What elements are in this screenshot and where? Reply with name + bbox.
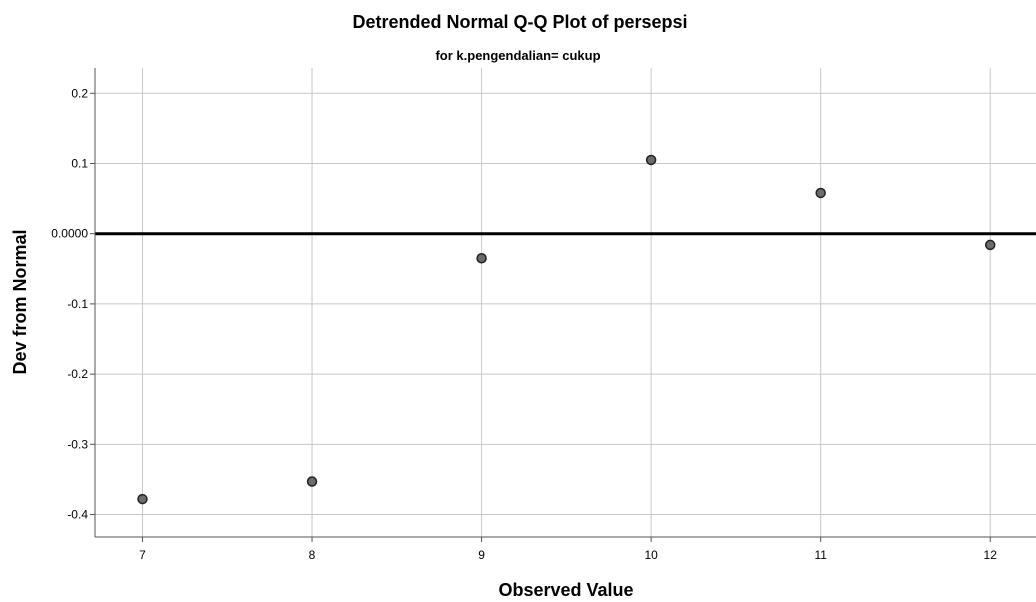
x-tick-label: 9 <box>478 548 485 562</box>
y-tick-label: 0.1 <box>71 156 88 170</box>
data-point <box>984 239 996 251</box>
y-tick-label: -0.4 <box>67 508 88 522</box>
x-axis-title: Observed Value <box>498 580 633 600</box>
y-tick-label: -0.3 <box>67 437 88 451</box>
axes <box>90 68 1036 542</box>
x-tick-label: 10 <box>644 548 658 562</box>
chart-subtitle: for k.pengendalian= cukup <box>435 48 600 63</box>
data-points <box>137 154 996 505</box>
x-tick-label: 8 <box>309 548 316 562</box>
data-point <box>476 253 487 264</box>
x-tick-label: 7 <box>139 548 146 562</box>
y-tick-labels: 0.2 0.1 0.0000 -0.1 -0.2 -0.3 -0.4 <box>51 86 88 521</box>
x-tick-label: 11 <box>814 548 827 562</box>
x-tick-label: 12 <box>984 548 998 562</box>
y-tick-label: -0.1 <box>67 297 88 311</box>
grid-lines <box>95 68 1036 537</box>
data-point <box>815 187 826 199</box>
y-axis-title: Dev from Normal <box>10 229 30 374</box>
y-tick-label: 0.0000 <box>51 227 88 241</box>
data-point <box>137 493 148 505</box>
data-point <box>645 154 657 166</box>
y-tick-label: 0.2 <box>71 86 88 100</box>
data-point <box>306 476 318 487</box>
chart-title: Detrended Normal Q-Q Plot of persepsi <box>352 12 687 32</box>
y-tick-label: -0.2 <box>67 367 88 381</box>
x-tick-labels: 7 8 9 10 11 12 <box>139 548 997 562</box>
